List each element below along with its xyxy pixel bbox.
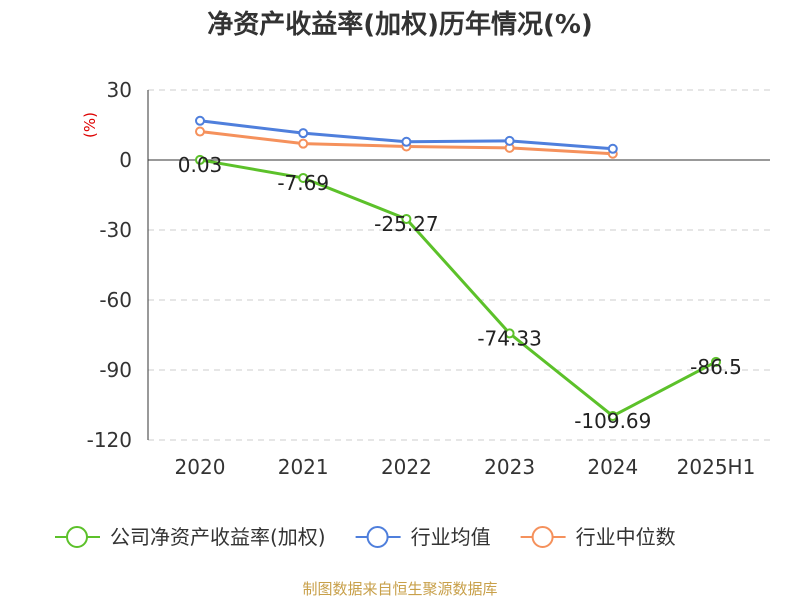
data-point	[401, 136, 412, 147]
legend-label: 公司净资产收益率(加权)	[110, 525, 326, 549]
chart-title: 净资产收益率(加权)历年情况(%)	[207, 9, 593, 40]
legend-marker	[66, 526, 88, 548]
y-tick-label: 30	[107, 78, 132, 102]
data-label: -86.5	[690, 355, 742, 379]
data-point	[298, 138, 309, 149]
data-point	[504, 328, 515, 339]
data-label: -74.33	[477, 326, 541, 350]
data-point	[298, 172, 309, 183]
legend-marker	[531, 526, 554, 548]
data-point	[195, 154, 205, 165]
data-point	[504, 135, 515, 146]
legend-label: 行业中位数	[576, 525, 676, 549]
x-tick-label: 2021	[278, 455, 329, 479]
y-tick-label: -120	[87, 428, 132, 452]
data-point	[195, 126, 205, 137]
legend-marker	[366, 526, 389, 548]
series-line	[199, 158, 717, 418]
legend-label: 行业均值	[411, 525, 491, 549]
data-point	[607, 410, 618, 421]
y-tick-label: 0	[119, 148, 132, 172]
data-point	[711, 356, 721, 367]
data-label: -7.69	[277, 171, 329, 195]
x-tick-label: 2024	[587, 455, 638, 479]
source-note: 制图数据来自恒生聚源数据库	[302, 580, 497, 598]
y-tick-label: -30	[99, 218, 132, 242]
y-tick-label: -60	[99, 288, 132, 312]
data-label: -25.27	[374, 212, 438, 236]
data-point	[195, 115, 205, 126]
x-tick-label: 2025H1	[677, 455, 756, 479]
data-label: 0.03	[178, 153, 223, 177]
data-point	[607, 143, 618, 154]
x-tick-label: 2023	[484, 455, 535, 479]
data-label: -109.69	[574, 409, 651, 433]
x-tick-label: 2022	[381, 455, 432, 479]
x-tick-label: 2020	[175, 455, 226, 479]
y-tick-label: -90	[99, 358, 132, 382]
data-point	[298, 128, 309, 139]
y-axis-label: (%)	[81, 112, 99, 138]
data-point	[401, 213, 412, 224]
